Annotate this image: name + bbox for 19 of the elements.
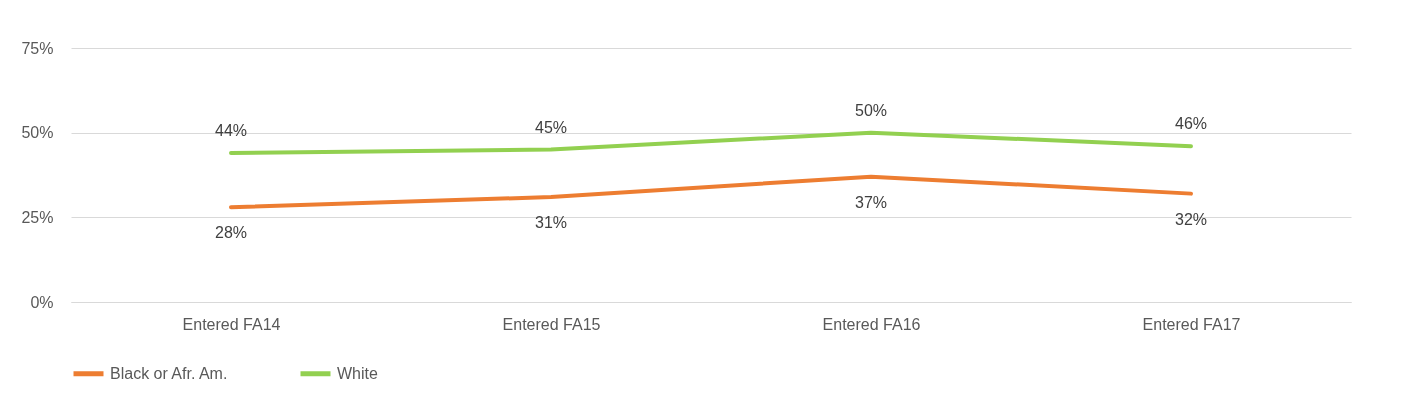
data-label: 45% — [534, 118, 568, 136]
y-tick-label: 0% — [30, 293, 54, 311]
legend-label: White — [337, 364, 378, 382]
data-label: 31% — [534, 214, 568, 232]
data-label: 44% — [214, 121, 248, 139]
x-tick-label: Entered FA16 — [822, 315, 921, 333]
x-tick-label: Entered FA14 — [182, 315, 281, 333]
line-series — [229, 174, 1193, 210]
data-label: 28% — [214, 224, 248, 242]
y-tick-label: 50% — [21, 124, 54, 142]
data-label: 37% — [854, 193, 888, 211]
data-label: 32% — [1174, 210, 1208, 228]
x-tick-label: Entered FA15 — [502, 315, 601, 333]
legend-label: Black or Afr. Am. — [110, 364, 228, 382]
data-label: 46% — [1174, 115, 1208, 133]
y-tick-label: 75% — [21, 39, 54, 57]
data-label: 50% — [854, 101, 888, 119]
x-tick-label: Entered FA17 — [1142, 315, 1241, 333]
y-tick-label: 25% — [21, 208, 54, 226]
